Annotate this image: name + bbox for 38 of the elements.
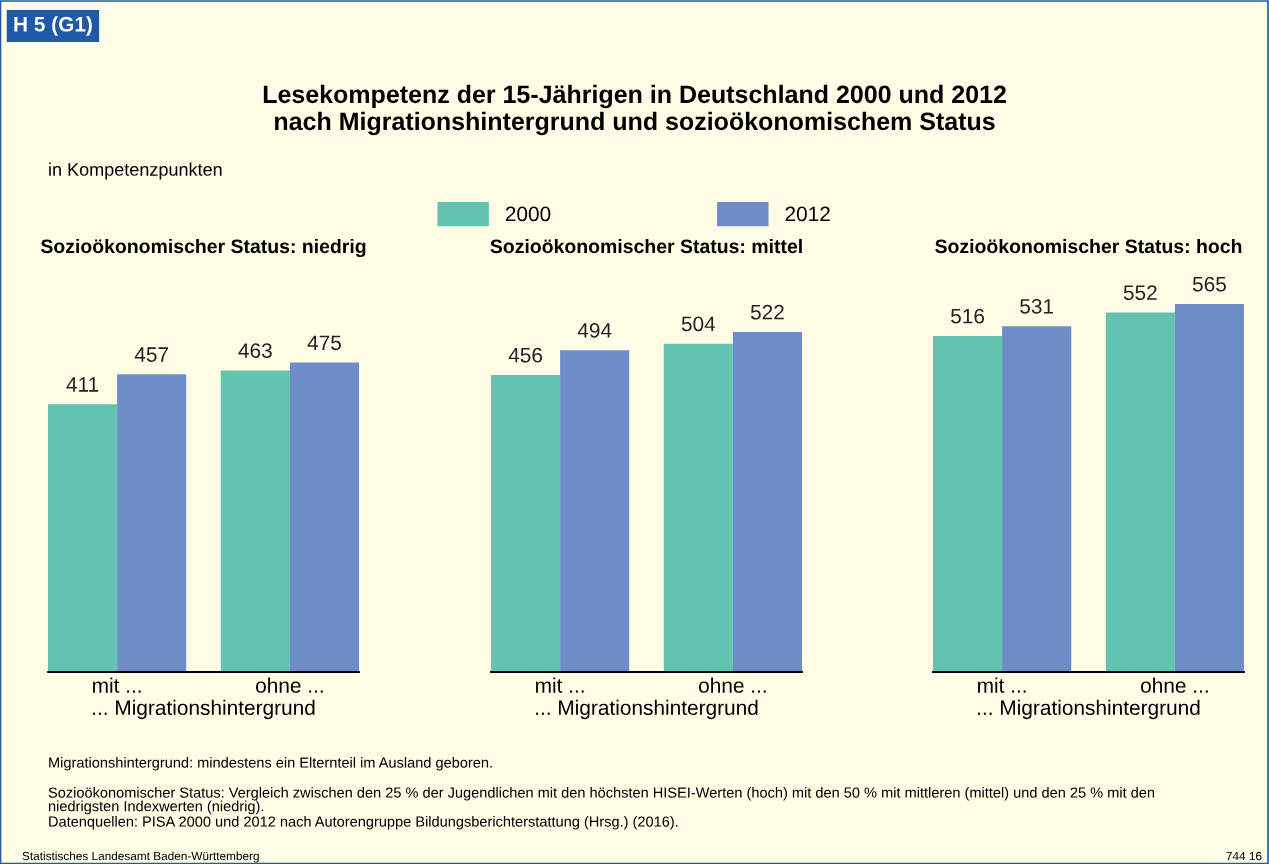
text: 744 16 (1226, 851, 1262, 861)
x-tick-label: mit ... (536, 677, 584, 693)
bar (117, 374, 187, 672)
data-label: 457 (134, 347, 168, 362)
x-tick-label: mit ... (93, 677, 141, 693)
bar (220, 370, 290, 672)
x-tick-label: ohne ... (1141, 677, 1208, 693)
x-tick-label: ohne ... (699, 677, 766, 693)
text: Datenquellen: PISA 2000 und 2012 nach Autorengruppe Bildungsberichterstattung (Hrsg.) (2016). (49, 816, 678, 830)
chart-subtitle: Sozioökonomischer Status: mittel (490, 238, 802, 254)
chart-subtitle: Sozioökonomischer Status: hoch (935, 238, 1242, 254)
x-axis-title: ... Migrationshintergrund (93, 699, 315, 720)
bar (48, 404, 118, 672)
text: Statistisches Landesamt Baden-Württemberg (22, 851, 259, 863)
legend-label: 2012 (785, 206, 830, 222)
legend-label: 2000 (505, 206, 551, 222)
data-label: 522 (750, 304, 784, 320)
data-label: 463 (238, 343, 272, 358)
data-label: 475 (307, 335, 341, 351)
data-label: 552 (1123, 285, 1157, 301)
data-label: 516 (951, 308, 985, 324)
x-tick-label: ohne ... (256, 677, 323, 693)
x-tick-label: mit ... (978, 677, 1026, 693)
text: Sozioökonomischer Status: Vergleich zwischen den 25 % der Jugendlichen mit den höchsten HISEI-Werten (hoch) mit den 50 % mit mittleren (mittel) und den 25 % mit den niedrigsten Indexwerten (niedrig). (48, 787, 1155, 815)
data-label: 565 (1192, 276, 1226, 292)
x-axis-title: ... Migrationshintergrund (978, 699, 1200, 720)
text: Lesekompetenz der 15-Jährigen in Deutschland 2000 und 2012 nach Migrationshintergrund und sozioökonomischem Status (263, 84, 1006, 136)
data-label: 456 (508, 347, 543, 363)
text: in Kompetenzpunkten (49, 162, 222, 180)
text: Migrationshintergrund: mindestens ein Elternteil im Ausland geboren. (49, 757, 492, 771)
bar (289, 362, 359, 672)
x-axis-title: ... Migrationshintergrund (536, 699, 758, 720)
data-label: 411 (66, 377, 99, 392)
data-label: 494 (577, 323, 612, 338)
data-label: 504 (681, 316, 716, 332)
text: H 5 (G1) (14, 16, 92, 36)
chart-subtitle: Sozioökonomischer Status: niedrig (40, 238, 366, 258)
data-label: 531 (1020, 298, 1054, 314)
